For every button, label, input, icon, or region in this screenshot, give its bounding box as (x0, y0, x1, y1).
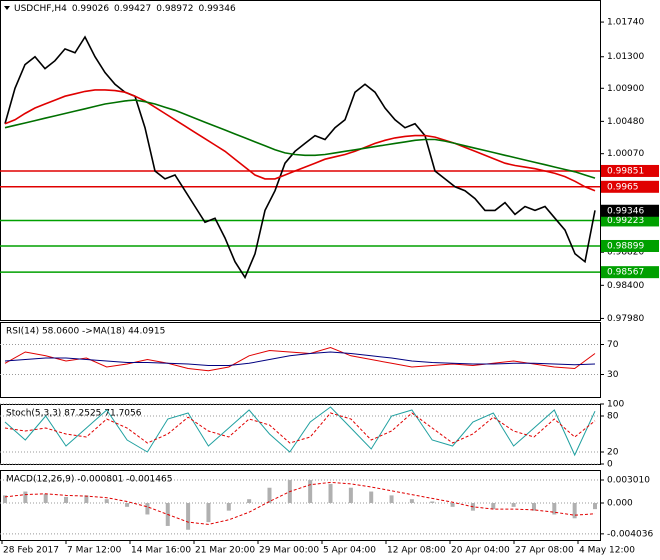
y-tick-label: 0.000 (607, 499, 633, 509)
series-line (4, 35, 596, 280)
panel-title: MACD(12,26,9) -0.000801 -0.001465 (6, 475, 172, 485)
y-tick-label: 0.98400 (607, 281, 644, 291)
header-item: 0.99026 (72, 4, 109, 14)
series-line (4, 412, 596, 444)
x-tick-label: 27 Apr 08:00 (515, 546, 574, 556)
level-label: 0.98899 (607, 241, 644, 251)
histogram-bar (369, 491, 374, 504)
panel-title: RSI(14) 58.0600 ->MA(18) 44.0915 (6, 327, 165, 337)
y-tick-label: 1.00480 (607, 117, 644, 127)
histogram-bar (267, 487, 272, 504)
header-item: 0.99346 (198, 4, 235, 14)
y-tick-label: 0 (607, 460, 613, 470)
histogram-bar (593, 503, 597, 510)
level-tag (601, 266, 659, 279)
y-tick-label: -0.004036 (607, 529, 653, 539)
series-line (4, 89, 596, 192)
level-tag (601, 214, 659, 227)
level-label: 0.9965 (607, 182, 639, 192)
level-label: 0.99223 (607, 216, 644, 226)
histogram-bar (3, 495, 7, 504)
x-tick-label: 14 Mar 16:00 (131, 546, 191, 556)
histogram-bar (450, 503, 455, 507)
y-tick-label: 20 (607, 448, 619, 458)
series-line (4, 481, 596, 525)
x-tick-label: 28 Feb 2017 (3, 546, 59, 556)
series-line (4, 99, 596, 179)
panel-frame (0, 0, 601, 321)
histogram-bar (491, 503, 496, 510)
y-tick-label: 70 (607, 340, 619, 350)
histogram-bar (430, 501, 435, 504)
y-tick-label: 0.97980 (607, 314, 644, 324)
panel-title: Stoch(5,3,3) 87.2525 71.7056 (6, 409, 142, 419)
histogram-bar (226, 503, 231, 511)
histogram-bar (409, 499, 414, 504)
x-tick-label: 7 Mar 12:00 (67, 546, 122, 556)
x-tick-label: 29 Mar 00:00 (259, 546, 319, 556)
histogram-bar (572, 503, 577, 519)
series-line (4, 351, 596, 366)
y-tick-label: 80 (607, 412, 619, 422)
histogram-bar (23, 491, 28, 504)
y-tick-label: 1.00900 (607, 84, 644, 94)
price-tag (601, 204, 659, 217)
histogram-bar (348, 487, 353, 504)
y-tick-label: 0.98820 (607, 248, 644, 258)
histogram-bar (125, 503, 130, 507)
x-tick-label: 20 Apr 04:00 (451, 546, 510, 556)
y-tick-label: 1.01300 (607, 52, 644, 62)
histogram-bar (328, 483, 333, 504)
histogram-bar (145, 503, 150, 515)
histogram-bar (84, 495, 89, 504)
histogram-bar (104, 499, 109, 504)
histogram-bar (186, 503, 191, 530)
header-item: USDCHF,H4 (14, 4, 67, 14)
histogram-bar (64, 496, 69, 504)
histogram-bar (206, 503, 211, 523)
y-tick-label: 1.00070 (607, 149, 644, 159)
level-tag (601, 164, 659, 177)
header-item: 0.99427 (114, 4, 151, 14)
y-tick-label: 30 (607, 370, 619, 380)
level-tag (601, 239, 659, 252)
level-label: 0.99851 (607, 166, 644, 176)
series-line (4, 406, 596, 457)
panel-frame (0, 470, 601, 541)
histogram-bar (531, 503, 536, 511)
histogram-bar (389, 495, 394, 504)
x-tick-label: 4 May 12:00 (579, 546, 635, 556)
histogram-bar (247, 499, 252, 504)
histogram-bar (308, 480, 313, 504)
header-item: 0.98972 (156, 4, 193, 14)
x-tick-label: 21 Mar 20:00 (195, 546, 255, 556)
menu-arrow (4, 6, 10, 10)
price-label: 0.99346 (607, 206, 644, 216)
x-tick-label: 5 Apr 04:00 (323, 546, 376, 556)
y-tick-label: 100 (607, 400, 624, 410)
chart-header: USDCHF,H4 0.99026 0.99427 0.98972 0.99346 (14, 4, 236, 14)
level-tag (601, 180, 659, 193)
histogram-bar (511, 503, 516, 507)
series-line (4, 346, 596, 372)
y-tick-label: 0.003010 (607, 476, 650, 486)
panel-frame (0, 322, 601, 398)
histogram-bar (552, 503, 557, 515)
histogram-bar (43, 493, 48, 504)
x-tick-label: 12 Apr 08:00 (387, 546, 446, 556)
level-label: 0.98567 (607, 268, 644, 278)
y-tick-label: 1.01740 (607, 18, 644, 28)
